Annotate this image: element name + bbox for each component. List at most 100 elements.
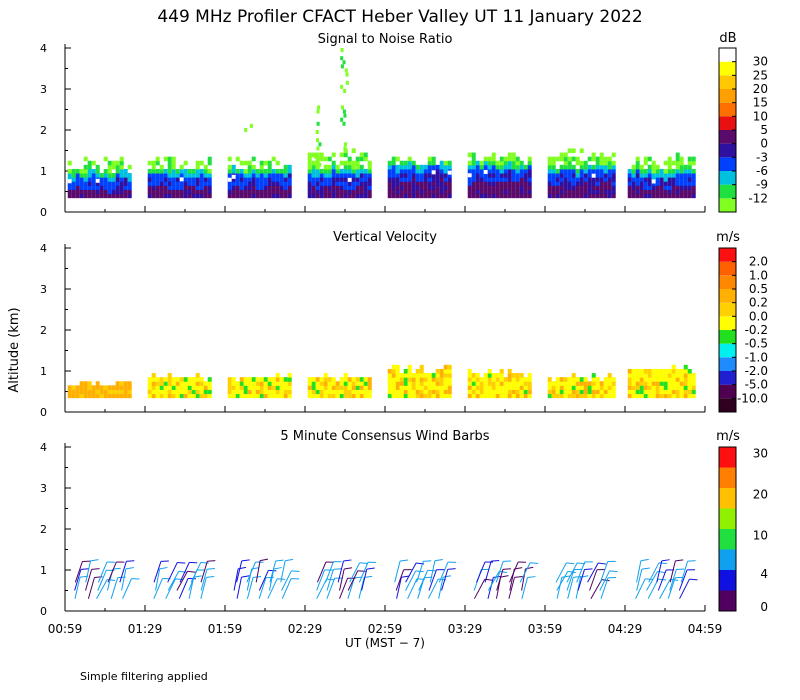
snr-cell: [511, 185, 516, 190]
snr-cell: [555, 177, 560, 182]
snr-cell: [603, 181, 608, 186]
snr-cell: [599, 152, 604, 158]
vv-cell: [467, 389, 472, 395]
snr-cell: [155, 177, 160, 182]
snr-cell: [635, 193, 640, 199]
y-tick-label: 2: [40, 523, 47, 536]
vv-cell: [599, 385, 604, 390]
snr-cell: [523, 193, 528, 199]
vv-cell: [559, 389, 564, 395]
barb-staff: [358, 561, 369, 583]
wind-barb: [167, 570, 187, 591]
snr-cell: [347, 164, 352, 170]
snr-cell: [151, 168, 156, 174]
snr-cell: [155, 189, 160, 195]
snr-cell: [507, 185, 512, 190]
snr-cell: [95, 168, 100, 174]
barb-staff: [396, 577, 402, 599]
snr-cell: [439, 181, 444, 186]
snr-cell: [611, 193, 616, 199]
vv-cell: [595, 385, 600, 390]
snr-cell: [499, 160, 504, 166]
vv-cell: [355, 385, 360, 390]
vv-cell: [167, 377, 172, 382]
vv-cell: [507, 389, 512, 395]
vv-cell: [327, 393, 332, 399]
snr-cell: [239, 168, 244, 174]
snr-cell: [571, 156, 576, 162]
snr-spike-cell: [317, 105, 321, 110]
vv-cell: [263, 381, 268, 386]
wind-barb: [255, 558, 269, 583]
vv-cell: [87, 389, 92, 395]
vv-cell: [643, 373, 648, 378]
vv-cell: [651, 385, 656, 390]
snr-cell: [639, 168, 644, 174]
snr-cell: [495, 189, 500, 195]
snr-cell: [311, 152, 316, 158]
vv-cell: [423, 385, 428, 390]
vv-cell: [339, 377, 344, 382]
snr-cell: [439, 193, 444, 199]
snr-cell: [99, 177, 104, 182]
snr-cell: [575, 156, 580, 162]
vv-cell: [351, 389, 356, 395]
snr-cell: [319, 177, 324, 182]
vv-cell: [423, 381, 428, 386]
wind-barb: [74, 560, 91, 583]
snr-colorbar-swatch: [719, 198, 736, 212]
vv-cell: [247, 377, 252, 382]
snr-colorbar-swatch: [719, 130, 736, 144]
vv-cell: [351, 377, 356, 382]
snr-cell: [443, 185, 448, 190]
snr-cell: [627, 177, 632, 182]
vv-cell: [683, 373, 688, 378]
wind-colorbar-label: 10: [753, 528, 768, 542]
snr-cell: [239, 185, 244, 190]
wind-barb: [428, 569, 445, 591]
footer-note: Simple filtering applied: [80, 670, 208, 683]
snr-cell: [195, 164, 200, 170]
vv-cell: [643, 368, 648, 374]
barb-staff: [325, 561, 334, 583]
vv-cell: [199, 381, 204, 386]
snr-cell: [83, 156, 88, 162]
snr-cell: [199, 189, 204, 195]
barb-flag: [661, 559, 670, 562]
vv-cell: [387, 377, 392, 382]
barb-staff: [657, 569, 667, 591]
wind-barb: [556, 570, 576, 591]
vv-cell: [227, 377, 232, 382]
vv-cell: [239, 377, 244, 382]
snr-cell: [563, 160, 568, 166]
snr-cell: [195, 185, 200, 190]
snr-cell: [611, 152, 616, 158]
snr-cell: [495, 181, 500, 186]
vv-colorbar-label: -0.5: [745, 337, 768, 351]
wind-barb: [155, 566, 168, 591]
snr-cell: [415, 173, 420, 178]
snr-cell: [483, 189, 488, 195]
vv-cell: [659, 381, 664, 386]
vv-cell: [471, 385, 476, 390]
snr-cell: [247, 189, 252, 195]
snr-cell: [255, 189, 260, 195]
snr-cell: [79, 173, 84, 178]
snr-cell: [679, 164, 684, 170]
snr-cell: [239, 181, 244, 186]
snr-cell: [307, 181, 312, 186]
vv-cell: [251, 381, 256, 386]
snr-cell: [123, 173, 128, 178]
vv-cell: [499, 381, 504, 386]
snr-cell: [631, 164, 636, 170]
vv-cell: [347, 393, 352, 399]
barb-staff: [74, 577, 81, 599]
snr-cell: [439, 173, 444, 178]
snr-cell: [391, 189, 396, 195]
snr-cell: [507, 156, 512, 162]
snr-cell: [243, 177, 248, 182]
snr-cell: [387, 185, 392, 190]
snr-colorbar-swatch: [719, 89, 736, 103]
vv-cell: [611, 381, 616, 386]
vv-cell: [187, 377, 192, 382]
